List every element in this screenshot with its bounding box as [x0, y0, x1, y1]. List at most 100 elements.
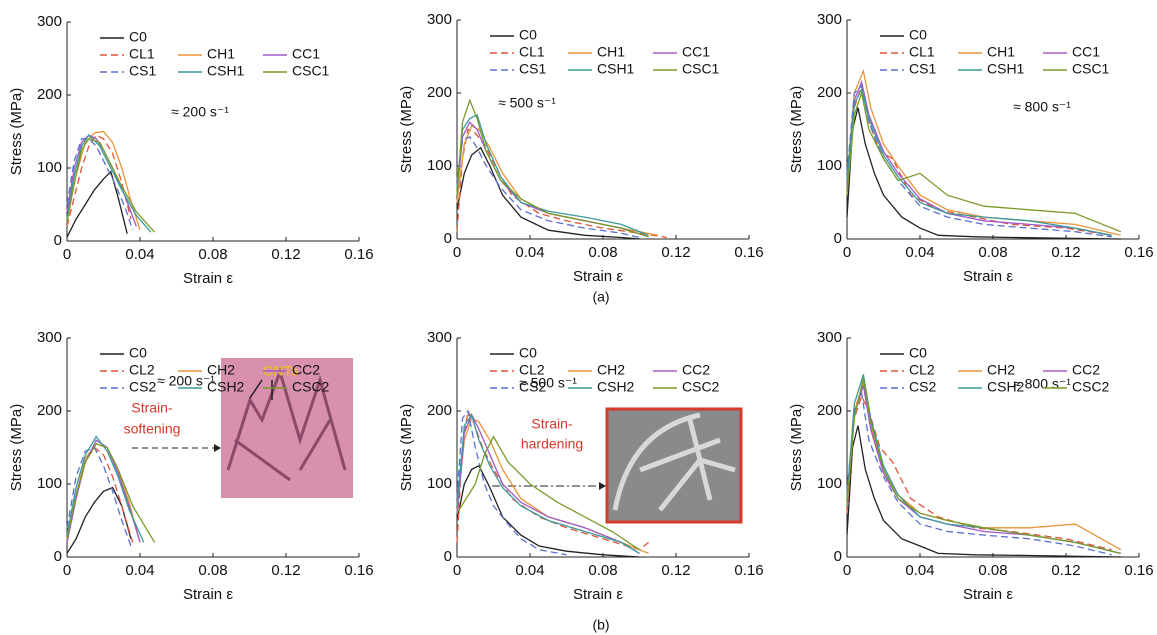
x-axis-label: Strain ε	[183, 586, 233, 603]
x-axis-label: Strain ε	[183, 270, 233, 287]
x-tick-label: 0	[63, 246, 71, 263]
y-tick-label: 300	[817, 11, 842, 28]
y-tick-label: 0	[444, 548, 452, 565]
legend-label: CSC2	[682, 379, 720, 395]
data-line	[66, 486, 132, 554]
legend-label: CS2	[909, 379, 936, 395]
x-axis-label: Strain ε	[963, 586, 1013, 603]
data-line	[846, 87, 1112, 236]
x-tick-label: 0.08	[588, 562, 617, 579]
legend-label: CL2	[129, 362, 155, 378]
x-tick-label: 0	[453, 562, 461, 579]
sem-texture	[226, 367, 347, 482]
x-tick-label: 0.04	[515, 244, 544, 261]
legend-label: CH2	[207, 362, 235, 378]
legend-label: CSC1	[292, 63, 330, 79]
legend-label: C0	[519, 345, 537, 361]
y-axis-label: Stress (MPa)	[398, 86, 415, 174]
x-tick-label: 0.12	[661, 244, 690, 261]
data-line	[66, 130, 141, 231]
x-tick-label: 0.16	[1124, 562, 1153, 579]
x-tick-label: 0.12	[1051, 244, 1080, 261]
rate-annotation: ≈ 200 s⁻¹	[171, 104, 229, 120]
legend-label: C0	[519, 27, 537, 43]
legend-label: CSC2	[1072, 379, 1110, 395]
legend-label: C0	[909, 345, 927, 361]
legend-label: CSH2	[597, 379, 635, 395]
x-axis-label: Strain ε	[963, 268, 1013, 285]
y-tick-label: 200	[37, 402, 62, 419]
x-tick-label: 0.12	[661, 562, 690, 579]
data-line	[66, 138, 156, 233]
legend-label: CSC1	[1072, 61, 1110, 77]
inset-arrow	[249, 379, 273, 400]
legend-label: CC1	[292, 46, 320, 62]
x-axis-label: Strain ε	[573, 268, 623, 285]
legend-label: CL1	[129, 46, 155, 62]
data-line	[66, 446, 134, 543]
y-axis-label: Stress (MPa)	[398, 404, 415, 492]
y-tick-label: 100	[427, 157, 452, 174]
sem-inset	[221, 358, 353, 498]
y-tick-label: 300	[37, 329, 62, 346]
data-line	[66, 446, 132, 547]
legend-label: CH1	[597, 44, 625, 60]
y-axis-label: Stress (MPa)	[788, 404, 805, 492]
data-line	[66, 443, 156, 543]
y-tick-label: 300	[37, 13, 62, 30]
data-line	[456, 409, 567, 556]
y-tick-label: 0	[54, 232, 62, 249]
x-tick-label: 0.08	[978, 562, 1007, 579]
data-line	[846, 107, 1121, 240]
data-line	[456, 135, 640, 239]
legend-label: CC2	[1072, 362, 1100, 378]
data-line	[66, 170, 128, 238]
data-line	[66, 138, 134, 231]
x-tick-label: 0.04	[125, 562, 154, 579]
panel-label: (b)	[592, 617, 609, 633]
x-tick-label: 0.04	[125, 246, 154, 263]
arrow-head	[599, 482, 606, 490]
callout-text: hardening	[521, 436, 583, 452]
legend-label: CSH2	[987, 379, 1025, 395]
y-tick-label: 200	[817, 402, 842, 419]
data-line	[456, 98, 649, 238]
legend-label: CSC1	[682, 61, 720, 77]
x-tick-label: 0.04	[905, 244, 934, 261]
y-tick-label: 0	[834, 230, 842, 247]
legend-label: CSH1	[597, 61, 635, 77]
y-tick-label: 200	[427, 402, 452, 419]
x-tick-label: 0.04	[905, 562, 934, 579]
legend-label: CS2	[519, 379, 546, 395]
y-tick-label: 300	[427, 329, 452, 346]
legend-label: CC2	[682, 362, 710, 378]
legend-label: CL1	[519, 44, 545, 60]
legend-label: CS2	[129, 379, 156, 395]
data-line	[66, 134, 152, 233]
x-tick-label: 0.16	[734, 244, 763, 261]
legend-label: C0	[129, 29, 147, 45]
legend-label: CS1	[519, 61, 546, 77]
legend-label: CL1	[909, 44, 935, 60]
y-tick-label: 100	[37, 475, 62, 492]
y-tick-label: 200	[37, 86, 62, 103]
rate-annotation: ≈ 500 s⁻¹	[519, 375, 577, 391]
legend-label: C0	[129, 345, 147, 361]
legend-label: CC1	[1072, 44, 1100, 60]
data-line	[456, 413, 640, 554]
data-line	[846, 79, 1112, 236]
x-tick-label: 0.04	[515, 562, 544, 579]
legend-label: CL2	[909, 362, 935, 378]
data-line	[846, 84, 1112, 238]
callout-text: Strain-	[531, 416, 573, 432]
y-tick-label: 100	[817, 157, 842, 174]
legend-label: CS1	[909, 61, 936, 77]
data-line	[846, 90, 1122, 233]
legend-label: CH1	[987, 44, 1015, 60]
x-tick-label: 0	[453, 244, 461, 261]
x-tick-label: 0	[843, 244, 851, 261]
rate-annotation: ≈ 200 s⁻¹	[157, 373, 215, 389]
y-axis-label: Stress (MPa)	[8, 88, 25, 176]
